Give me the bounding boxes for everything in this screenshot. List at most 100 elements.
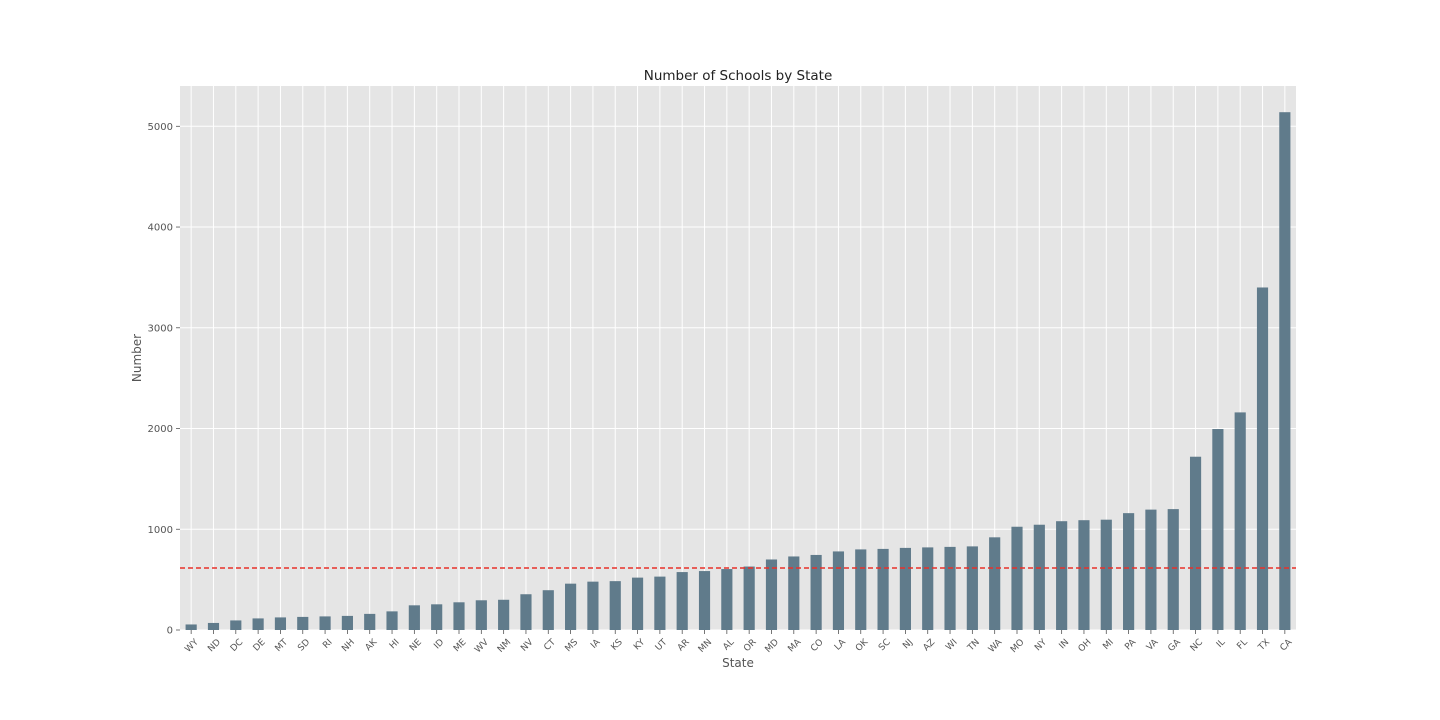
x-tick-label: SC: [877, 638, 893, 654]
bar-ct: [542, 590, 554, 630]
x-tick-label: MA: [786, 637, 804, 655]
x-tick-label: NV: [519, 637, 536, 654]
x-tick-label: AK: [364, 637, 380, 653]
x-tick-label: PA: [1123, 637, 1138, 652]
x-tick-label: NM: [496, 638, 513, 655]
bar-nh: [341, 615, 353, 630]
y-axis-ticks: 0 1000 2000 3000 4000 5000: [148, 122, 180, 637]
x-tick-label: NE: [408, 637, 424, 653]
x-tick-label: IL: [1215, 638, 1227, 650]
bar-ny: [1033, 524, 1045, 630]
bar-sc: [877, 548, 889, 630]
x-tick-label: IN: [1058, 638, 1072, 652]
x-tick-label: FL: [1235, 638, 1249, 652]
bar-nd: [207, 622, 220, 630]
bar-ky: [631, 577, 644, 630]
bar-ne: [408, 605, 420, 630]
x-tick-label: MN: [697, 638, 714, 655]
bar-dc: [230, 620, 242, 630]
bar-la: [832, 551, 845, 630]
x-tick-label: WI: [944, 638, 959, 653]
x-tick-label: AR: [676, 638, 692, 654]
x-tick-label: TN: [966, 638, 982, 654]
bar-tn: [966, 546, 978, 630]
x-tick-label: MS: [564, 637, 581, 654]
bar-ga: [1167, 509, 1179, 630]
bars: [185, 112, 1291, 631]
bar-il: [1212, 429, 1224, 630]
bar-in: [1056, 521, 1068, 630]
bar-ks: [609, 581, 621, 630]
bar-wv: [475, 600, 487, 630]
x-tick-label: NH: [340, 638, 357, 655]
bar-wi: [944, 546, 956, 630]
bar-fl: [1234, 412, 1246, 630]
bar-mn: [698, 571, 711, 630]
bar-de: [252, 618, 264, 630]
bar-sd: [297, 616, 309, 630]
x-tick-label: ID: [432, 637, 446, 651]
x-tick-label: IA: [589, 637, 603, 651]
x-tick-label: ME: [452, 637, 469, 654]
y-axis-label: Number: [130, 334, 144, 382]
x-tick-label: GA: [1166, 637, 1183, 654]
bar-mt: [274, 617, 287, 630]
x-tick-label: CT: [542, 637, 558, 653]
x-tick-label: MI: [1101, 638, 1115, 652]
x-tick-label: MO: [1009, 638, 1027, 656]
x-tick-label: OH: [1077, 638, 1094, 655]
x-tick-label: CO: [809, 638, 826, 655]
y-tick-label: 2000: [148, 424, 173, 435]
bar-oh: [1078, 520, 1090, 630]
x-tick-label: SD: [296, 637, 312, 653]
chart-title: Number of Schools by State: [644, 68, 833, 84]
x-tick-label: AZ: [922, 638, 938, 654]
bar-ar: [676, 572, 688, 630]
x-axis-ticks: WY ND DC DE MT SD RI NH AK HI NE ID ME WV NM NV CT MS IA KS…: [183, 630, 1295, 655]
x-tick-label: OK: [854, 637, 871, 654]
bar-az: [922, 547, 934, 630]
x-tick-label: RI: [321, 638, 334, 651]
bar-wy: [185, 624, 197, 630]
x-tick-label: TX: [1256, 638, 1272, 654]
bar-nc: [1189, 456, 1202, 630]
x-tick-label: NY: [1033, 637, 1049, 653]
x-tick-label: WV: [473, 637, 491, 655]
bar-pa: [1123, 513, 1135, 630]
bar-va: [1145, 509, 1157, 630]
x-tick-label: OR: [742, 638, 759, 655]
bar-md: [765, 559, 778, 630]
y-tick-label: 3000: [148, 323, 173, 334]
bar-hi: [386, 611, 398, 630]
x-tick-label: KY: [632, 637, 647, 652]
bar-ms: [565, 583, 577, 630]
x-tick-label: ND: [206, 637, 223, 654]
x-axis-label: State: [722, 656, 754, 670]
bar-ut: [654, 576, 666, 630]
y-tick-label: 4000: [148, 223, 173, 234]
x-tick-label: DE: [252, 637, 268, 653]
x-tick-label: NC: [1189, 638, 1205, 654]
bar-or: [743, 566, 755, 630]
bar-mi: [1100, 519, 1112, 630]
x-tick-label: UT: [654, 637, 670, 653]
y-tick-label: 5000: [148, 122, 173, 133]
x-tick-label: HI: [388, 638, 402, 652]
x-tick-label: NJ: [901, 638, 915, 652]
bar-ma: [788, 556, 800, 630]
x-tick-label: VA: [1145, 637, 1161, 653]
x-tick-label: WA: [987, 637, 1005, 655]
x-tick-label: AL: [721, 638, 736, 653]
bar-nm: [498, 599, 510, 630]
bar-nj: [899, 547, 911, 630]
bar-ri: [319, 616, 331, 630]
bar-ak: [364, 613, 376, 630]
x-tick-label: MT: [274, 637, 291, 654]
y-tick-label: 0: [167, 626, 173, 637]
x-tick-label: MD: [764, 637, 782, 655]
bar-wa: [989, 537, 1001, 630]
x-tick-label: LA: [833, 637, 849, 653]
x-tick-label: DC: [229, 638, 245, 654]
x-tick-label: WY: [183, 637, 201, 655]
